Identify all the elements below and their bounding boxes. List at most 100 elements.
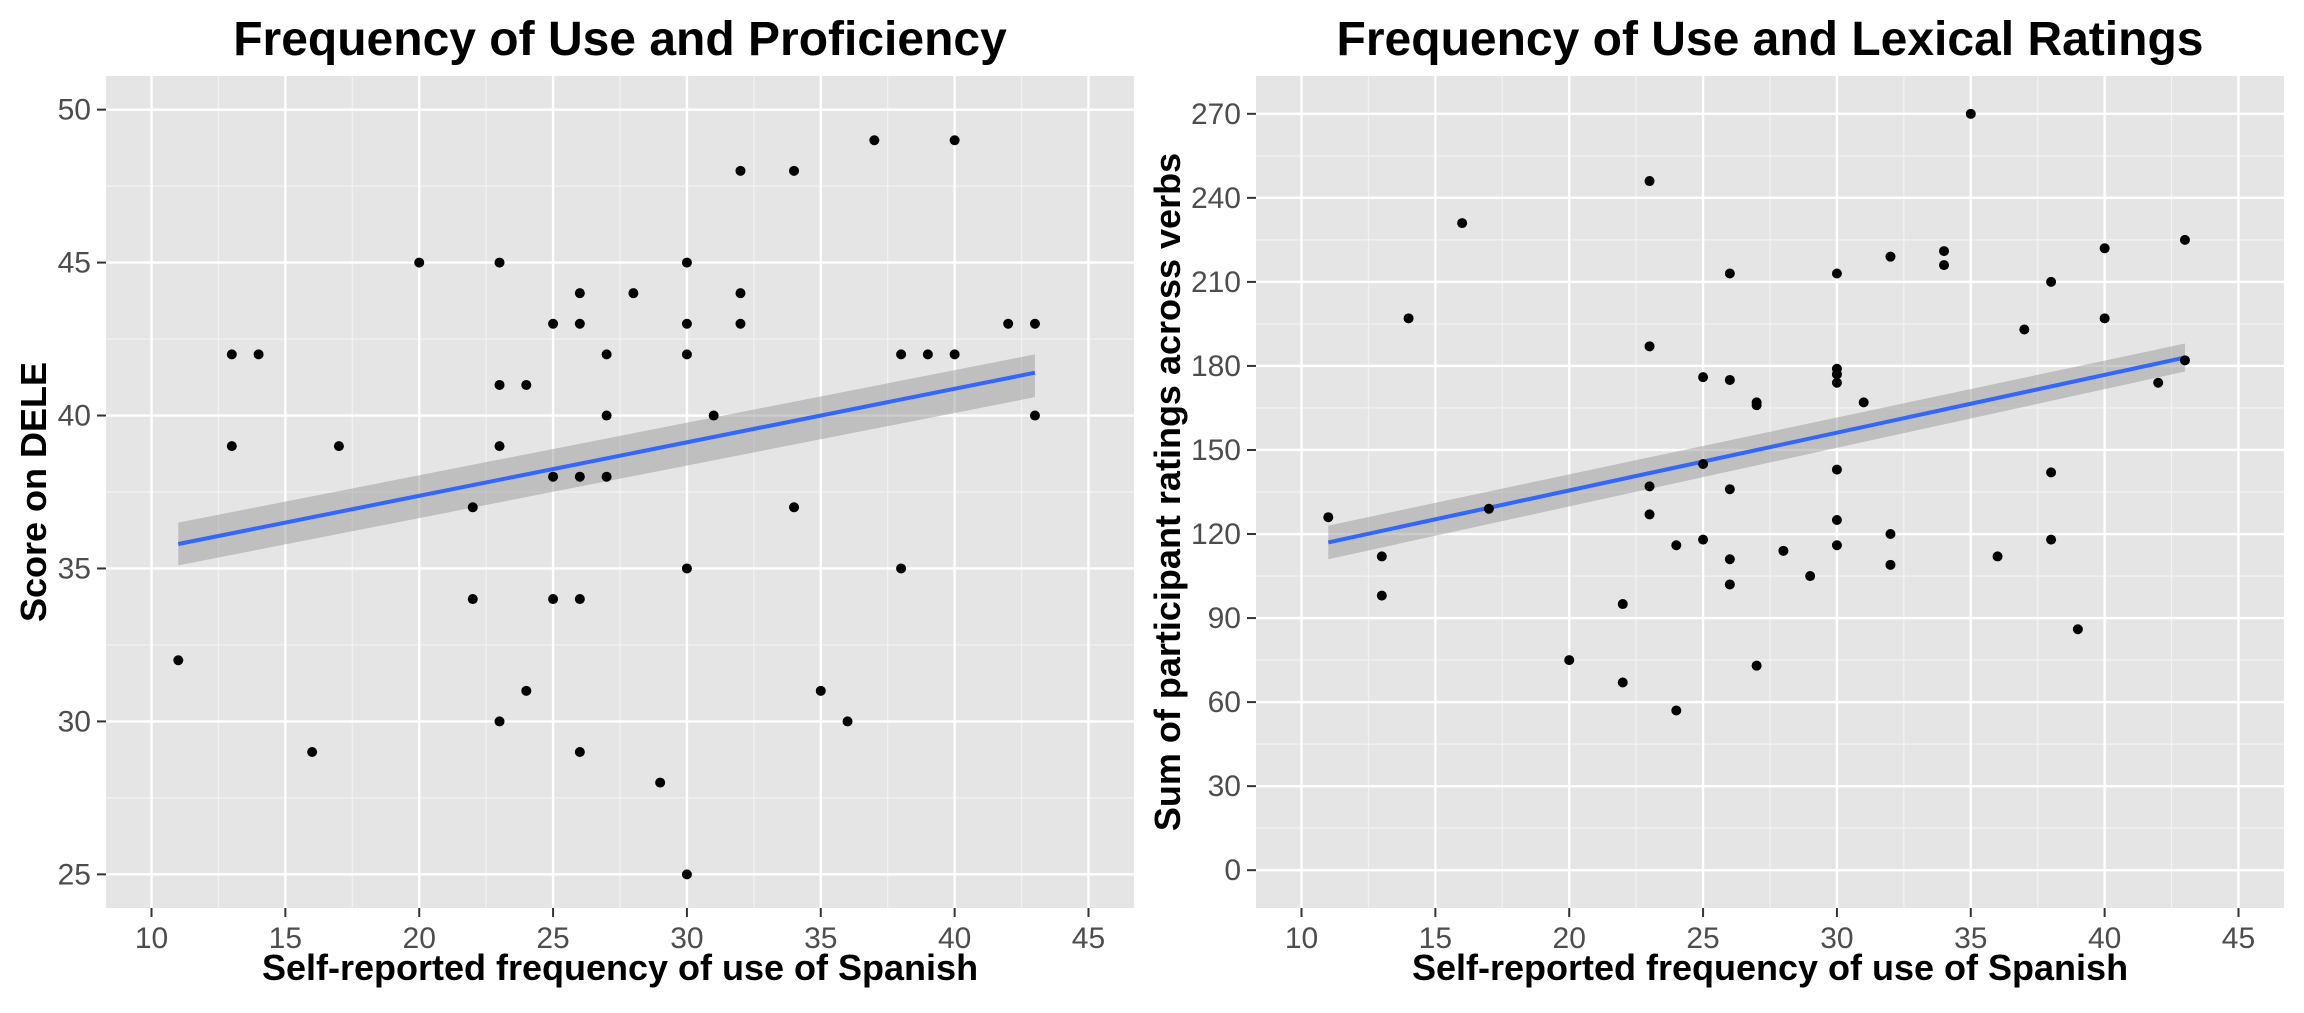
- data-point: [1671, 540, 1682, 551]
- data-point: [1724, 484, 1735, 495]
- data-point: [869, 135, 880, 146]
- data-point: [789, 502, 800, 513]
- data-point: [789, 165, 800, 176]
- data-point: [2179, 234, 2190, 245]
- data-point: [1671, 705, 1682, 716]
- fit-line-group: [177, 370, 1036, 546]
- data-point: [2099, 313, 2110, 324]
- chart-title: Frequency of Use and Proficiency: [233, 13, 1007, 66]
- data-point: [601, 349, 612, 360]
- data-point: [1751, 660, 1762, 671]
- data-point: [1724, 268, 1735, 279]
- fit-line-group: [1327, 355, 2186, 545]
- chart-proficiency: Frequency of Use and Proficiency 25 30 35 4…: [13, 13, 1134, 988]
- x-tick-label: 10: [1285, 922, 1318, 955]
- y-tick-label: 40: [58, 400, 91, 433]
- x-tick-label: 25: [536, 922, 569, 955]
- data-point: [681, 349, 692, 360]
- data-point: [1564, 655, 1575, 666]
- data-point: [173, 655, 184, 666]
- data-point: [521, 685, 532, 696]
- data-point: [574, 288, 585, 299]
- data-point: [735, 165, 746, 176]
- data-point: [1323, 512, 1334, 523]
- data-point: [2072, 624, 2083, 635]
- data-point: [1992, 551, 2003, 562]
- y-tick-label: 150: [1191, 434, 1241, 467]
- x-tick-label: 15: [269, 922, 302, 955]
- data-point: [1644, 176, 1655, 187]
- y-axis-ticks: 0 30 60 90 120 150 180 210 240 270: [1191, 98, 1256, 887]
- data-points: [1323, 108, 2190, 716]
- y-axis-title: Score on DELE: [13, 362, 54, 622]
- x-tick-label: 25: [1686, 922, 1719, 955]
- x-tick-label: 45: [1072, 922, 1105, 955]
- y-tick-label: 30: [58, 705, 91, 738]
- data-point: [1644, 509, 1655, 520]
- data-point: [1831, 377, 1842, 388]
- data-point: [1698, 458, 1709, 469]
- y-tick-label: 50: [58, 94, 91, 127]
- y-tick-label: 120: [1191, 518, 1241, 551]
- data-point: [949, 135, 960, 146]
- grid-lines: [1256, 76, 2284, 908]
- y-tick-label: 270: [1191, 98, 1241, 131]
- data-point: [494, 716, 505, 727]
- data-point: [922, 349, 933, 360]
- data-point: [574, 318, 585, 329]
- data-point: [2099, 243, 2110, 254]
- x-tick-label: 40: [938, 922, 971, 955]
- y-tick-label: 0: [1224, 854, 1241, 887]
- data-point: [2019, 324, 2030, 335]
- data-point: [1885, 529, 1896, 540]
- data-point: [548, 594, 559, 605]
- data-point: [2046, 467, 2057, 478]
- data-point: [1831, 369, 1842, 380]
- data-point: [1617, 599, 1628, 610]
- data-point: [1029, 410, 1040, 421]
- data-point: [1376, 551, 1387, 562]
- data-point: [1698, 534, 1709, 545]
- data-point: [1885, 559, 1896, 570]
- data-point: [1858, 397, 1869, 408]
- data-point: [681, 257, 692, 268]
- data-point: [2046, 534, 2057, 545]
- data-point: [842, 716, 853, 727]
- data-point: [681, 563, 692, 574]
- data-point: [735, 318, 746, 329]
- data-point: [574, 747, 585, 757]
- data-point: [655, 777, 666, 788]
- data-point: [1831, 464, 1842, 475]
- data-point: [1403, 313, 1414, 324]
- data-point: [735, 288, 746, 299]
- data-point: [896, 349, 907, 360]
- regression-line: [1327, 355, 2186, 545]
- data-point: [1644, 341, 1655, 352]
- data-point: [1885, 251, 1896, 262]
- data-point: [548, 471, 559, 482]
- x-tick-label: 35: [804, 922, 837, 955]
- data-point: [253, 349, 264, 360]
- y-tick-label: 90: [1208, 602, 1241, 635]
- x-axis-title: Self-reported frequency of use of Spanis…: [1412, 947, 2128, 988]
- data-point: [226, 441, 237, 452]
- x-tick-label: 15: [1419, 922, 1452, 955]
- x-axis-ticks: 10 15 20 25 30 35 40 45: [1285, 908, 2255, 955]
- data-point: [467, 594, 478, 605]
- data-point: [815, 685, 826, 696]
- data-point: [949, 349, 960, 360]
- data-point: [681, 318, 692, 329]
- data-point: [494, 441, 505, 452]
- data-point: [494, 257, 505, 268]
- data-point: [1617, 677, 1628, 688]
- data-point: [521, 379, 532, 390]
- data-point: [548, 318, 559, 329]
- y-tick-label: 35: [58, 552, 91, 585]
- y-tick-label: 25: [58, 858, 91, 891]
- data-point: [708, 410, 719, 421]
- x-axis-title: Self-reported frequency of use of Spanis…: [262, 947, 978, 988]
- y-axis-title: Sum of participant ratings across verbs: [1147, 153, 1188, 831]
- chart-title: Frequency of Use and Lexical Ratings: [1337, 13, 2204, 66]
